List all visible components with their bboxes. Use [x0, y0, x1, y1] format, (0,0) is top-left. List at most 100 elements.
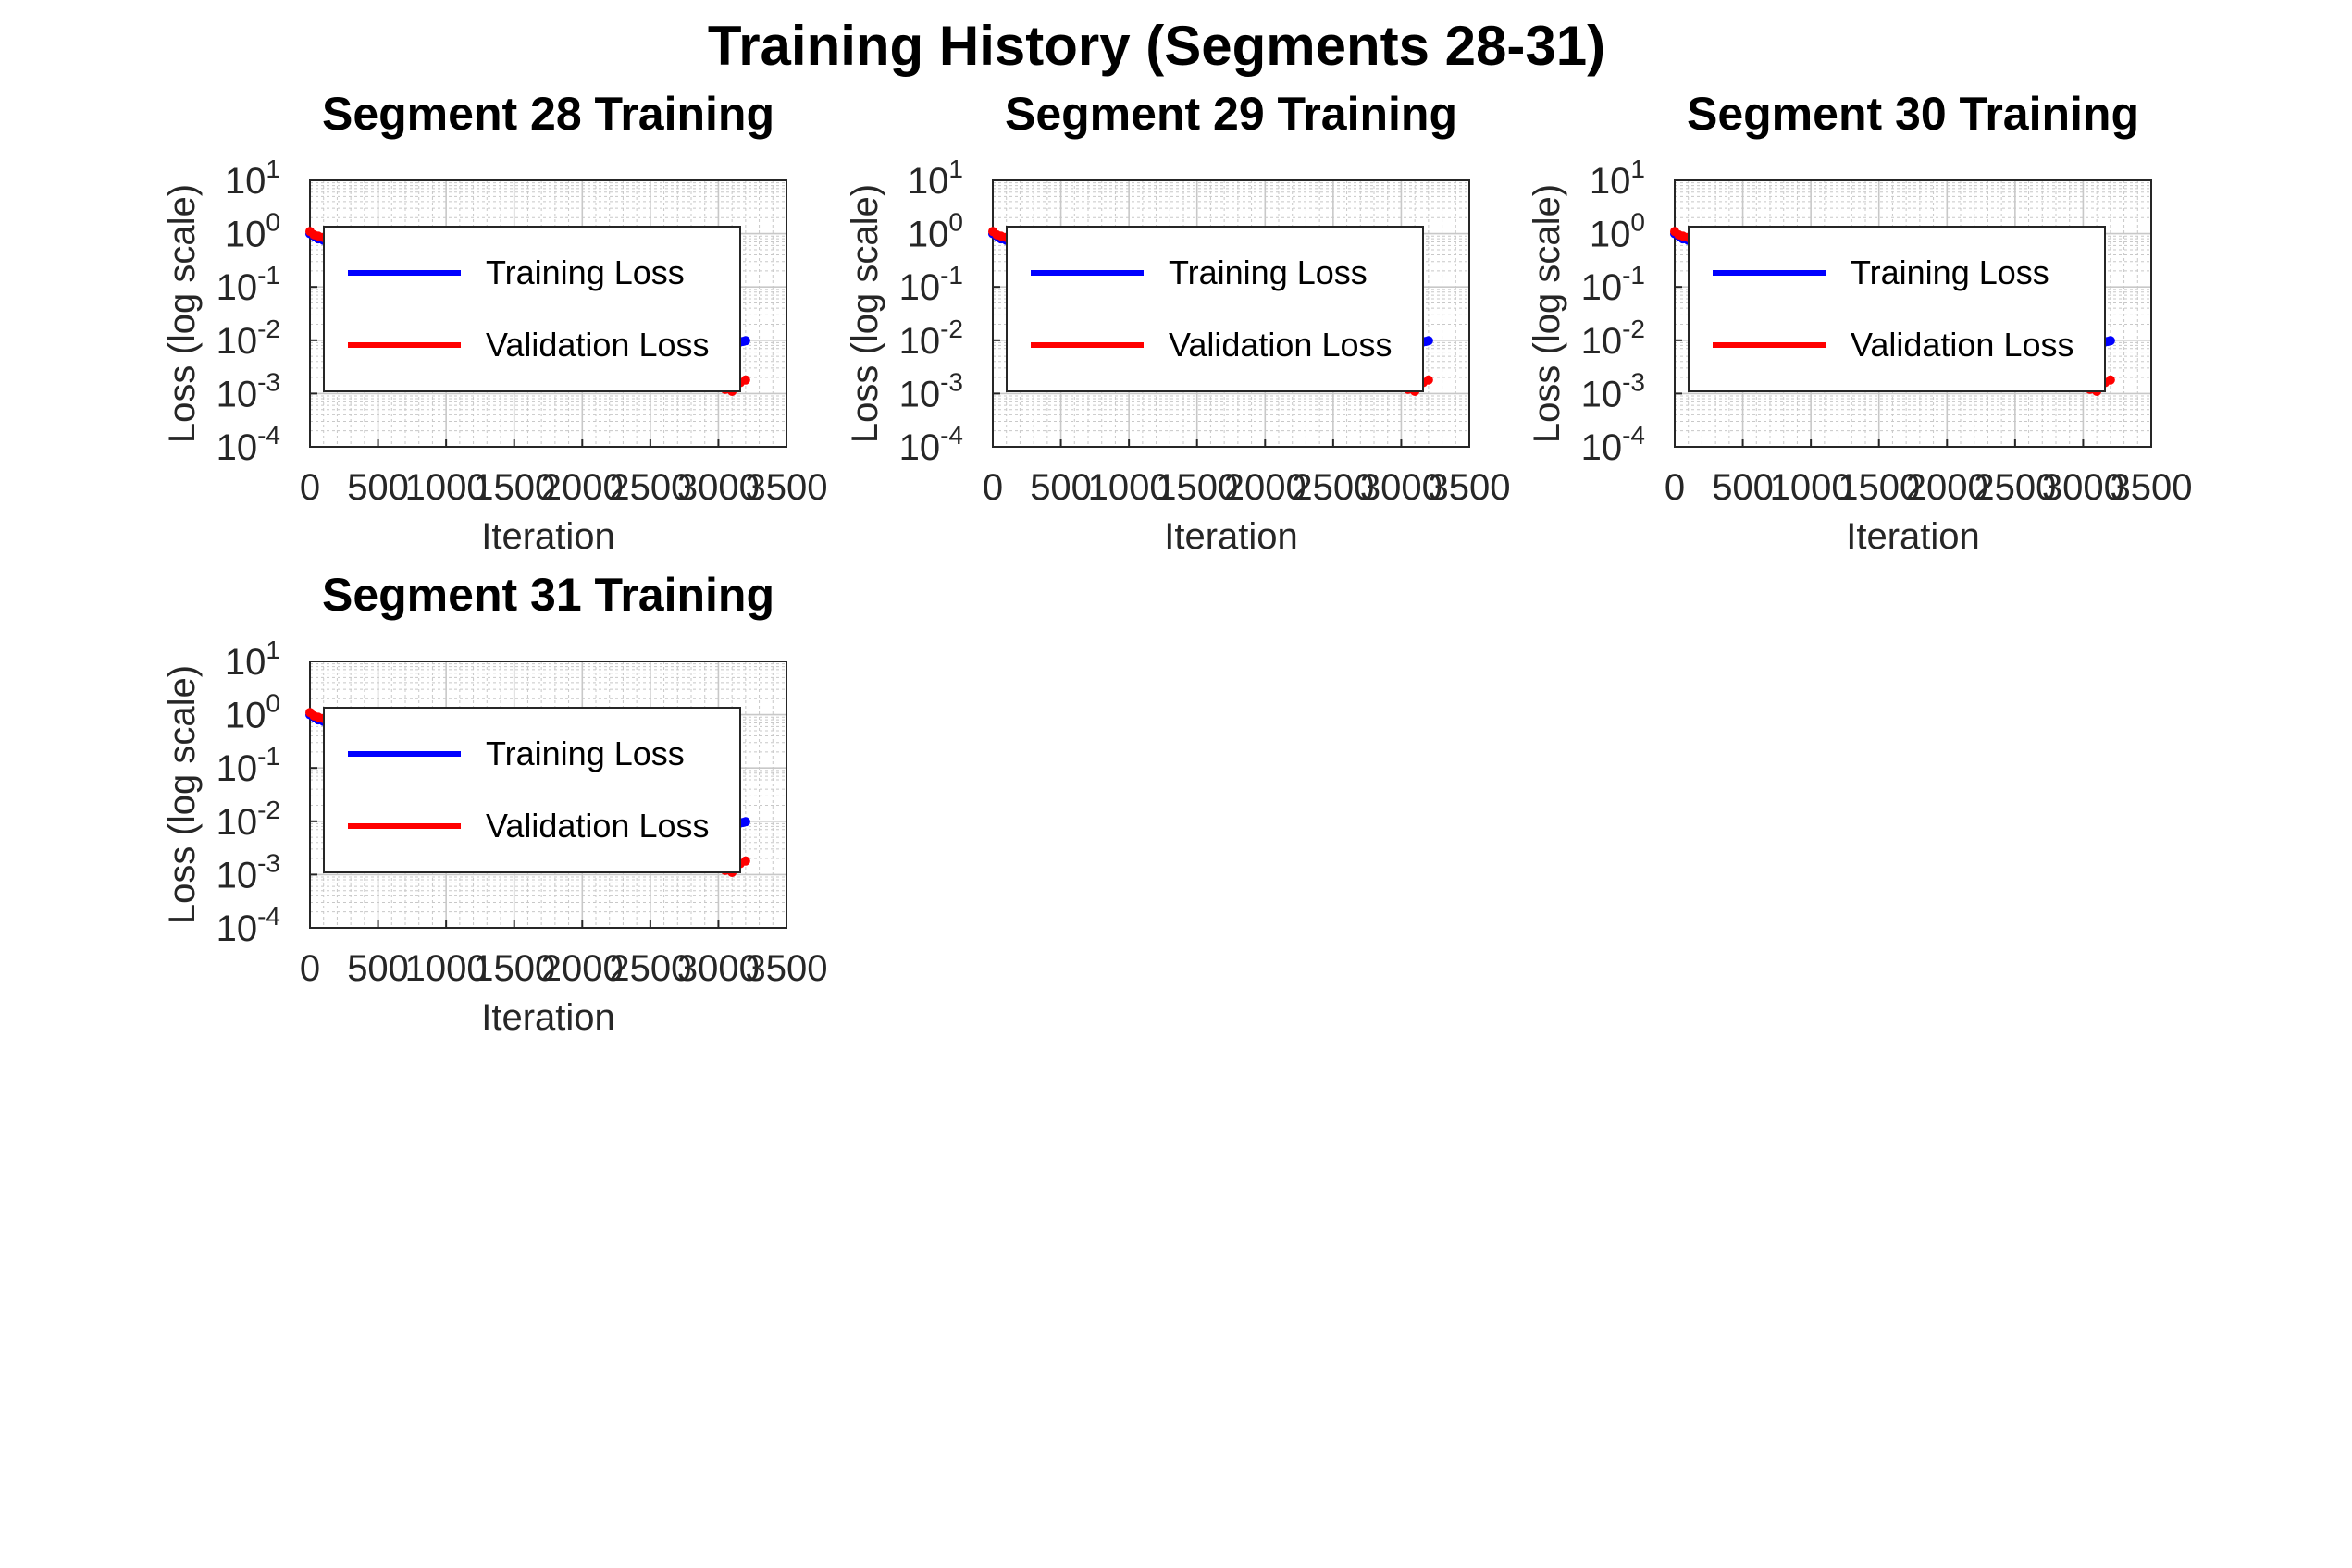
- y-tick-label: 10-4: [217, 902, 280, 949]
- x-tick-label: 1500: [473, 948, 555, 989]
- subplot-4: 0 50010001500200025003000350010110010-110…: [162, 569, 827, 1038]
- y-tick-label: 10-3: [899, 367, 963, 414]
- y-tick-base: 10: [225, 215, 266, 255]
- legend-box: [1688, 226, 2106, 392]
- y-tick-label: 100: [908, 208, 963, 255]
- y-tick-label: 10-1: [217, 742, 280, 789]
- x-tick-label: 2000: [1906, 467, 1988, 508]
- y-tick-base: 10: [1581, 374, 1623, 414]
- x-tick-label: 3000: [2042, 467, 2124, 508]
- legend-label: Validation Loss: [486, 807, 710, 845]
- x-tick-label: 3500: [746, 467, 828, 508]
- y-tick-exponent: 1: [266, 636, 280, 664]
- y-tick-base: 10: [899, 267, 941, 308]
- x-tick-label: 0: [1665, 467, 1685, 508]
- data-point: [740, 817, 750, 827]
- legend: Training Loss Validation Loss: [1006, 226, 1424, 392]
- y-tick-label: 100: [225, 208, 280, 255]
- y-tick-exponent: 1: [948, 154, 963, 183]
- y-tick-exponent: -2: [1622, 315, 1645, 343]
- x-tick-label: 0: [300, 467, 320, 508]
- y-tick-label: 101: [225, 636, 280, 683]
- y-tick-label: 10-4: [217, 421, 280, 468]
- y-tick-base: 10: [217, 908, 258, 949]
- subplot-3: 0 50010001500200025003000350010110010-110…: [1527, 88, 2192, 557]
- y-tick-label: 10-2: [899, 315, 963, 362]
- x-tick-label: 1500: [1156, 467, 1238, 508]
- y-tick-label: 10-2: [217, 796, 280, 843]
- y-tick-exponent: -2: [257, 796, 280, 824]
- subplot-title: Segment 31 Training: [322, 569, 774, 621]
- data-point: [740, 336, 750, 346]
- data-point: [2105, 336, 2115, 346]
- y-tick-exponent: -3: [257, 848, 280, 877]
- y-axis-label: Loss (log scale): [845, 184, 885, 443]
- x-tick-label: 2000: [541, 948, 624, 989]
- y-tick-exponent: -1: [257, 742, 280, 771]
- y-tick-exponent: 0: [266, 208, 280, 237]
- y-tick-exponent: -2: [257, 315, 280, 343]
- y-tick-label: 101: [1590, 154, 1645, 202]
- y-tick-label: 10-1: [1581, 261, 1645, 308]
- y-tick-exponent: -3: [1622, 367, 1645, 396]
- y-tick-base: 10: [225, 161, 266, 202]
- x-tick-label: 3000: [677, 467, 760, 508]
- y-tick-base: 10: [217, 321, 258, 362]
- legend-label: Training Loss: [486, 735, 685, 772]
- x-axis-label: Iteration: [481, 997, 615, 1038]
- x-tick-label: 2500: [609, 948, 691, 989]
- y-tick-label: 10-3: [1581, 367, 1645, 414]
- y-tick-label: 101: [908, 154, 963, 202]
- axes-box: [1674, 179, 2152, 448]
- y-tick-exponent: -3: [940, 367, 963, 396]
- x-tick-label: 1000: [1088, 467, 1170, 508]
- data-point: [1423, 336, 1433, 346]
- axes-box: [992, 179, 1470, 448]
- x-tick-label: 1500: [473, 467, 555, 508]
- data-point: [740, 375, 750, 385]
- legend-label: Validation Loss: [1851, 326, 2074, 364]
- x-tick-label: 500: [1712, 467, 1774, 508]
- y-tick-base: 10: [1581, 321, 1623, 362]
- y-tick-label: 10-2: [217, 315, 280, 362]
- subplot-1: 0 50010001500200025003000350010110010-110…: [162, 88, 827, 557]
- x-axis-label: Iteration: [1846, 516, 1980, 557]
- x-tick-label: 2500: [1292, 467, 1374, 508]
- legend-label: Validation Loss: [1169, 326, 1393, 364]
- y-tick-base: 10: [217, 855, 258, 895]
- data-point: [2105, 375, 2115, 385]
- y-tick-base: 10: [217, 427, 258, 468]
- figure-title: Training History (Segments 28-31): [708, 15, 1605, 77]
- axes-box: [309, 661, 787, 929]
- y-tick-base: 10: [1581, 267, 1623, 308]
- x-tick-label: 1000: [405, 948, 488, 989]
- legend: Training Loss Validation Loss: [323, 707, 741, 873]
- y-tick-base: 10: [217, 748, 258, 789]
- x-tick-label: 3000: [677, 948, 760, 989]
- subplot-title: Segment 29 Training: [1005, 88, 1457, 140]
- x-tick-label: 500: [347, 467, 409, 508]
- y-tick-base: 10: [1590, 161, 1631, 202]
- x-tick-label: 0: [300, 948, 320, 989]
- x-tick-label: 2500: [1974, 467, 2056, 508]
- x-tick-label: 3500: [746, 948, 828, 989]
- x-tick-label: 3500: [1429, 467, 1511, 508]
- y-axis-label: Loss (log scale): [162, 184, 203, 443]
- legend-label: Validation Loss: [486, 326, 710, 364]
- y-tick-exponent: -4: [940, 421, 963, 450]
- y-tick-exponent: -3: [257, 367, 280, 396]
- y-tick-base: 10: [908, 161, 949, 202]
- x-tick-label: 2500: [609, 467, 691, 508]
- y-tick-label: 10-3: [217, 367, 280, 414]
- x-tick-label: 500: [347, 948, 409, 989]
- y-tick-label: 101: [225, 154, 280, 202]
- x-tick-label: 1500: [1838, 467, 1920, 508]
- legend-label: Training Loss: [1169, 253, 1368, 291]
- legend-label: Training Loss: [486, 253, 685, 291]
- x-tick-label: 1000: [405, 467, 488, 508]
- subplot-panels: 0 50010001500200025003000350010110010-110…: [162, 88, 2192, 1038]
- x-tick-label: 0: [983, 467, 1003, 508]
- y-tick-base: 10: [1581, 427, 1623, 468]
- y-tick-label: 100: [225, 689, 280, 736]
